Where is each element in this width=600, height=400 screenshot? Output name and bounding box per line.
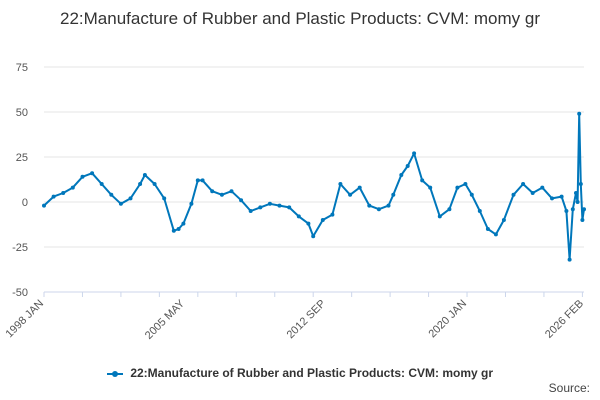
data-point — [128, 196, 133, 201]
data-point — [311, 234, 316, 239]
data-point — [570, 207, 575, 212]
data-point — [580, 218, 585, 222]
data-point — [258, 205, 263, 210]
legend-label[interactable]: 22:Manufacture of Rubber and Plastic Pro… — [130, 366, 494, 380]
data-point — [42, 203, 46, 208]
data-point — [99, 182, 104, 186]
data-point — [152, 182, 157, 186]
data-point — [330, 212, 335, 217]
data-point — [248, 209, 253, 213]
data-point — [399, 173, 404, 177]
y-tick-label: 25 — [16, 152, 28, 164]
data-point — [320, 218, 325, 222]
data-point — [564, 209, 569, 213]
data-point — [229, 189, 234, 194]
data-point — [200, 178, 205, 183]
data-point — [485, 227, 490, 231]
data-point — [412, 151, 417, 156]
data-point — [239, 198, 244, 203]
data-point — [575, 200, 580, 204]
data-point — [171, 228, 176, 233]
data-point — [540, 185, 545, 190]
data-point — [118, 201, 123, 206]
data-point — [348, 192, 353, 197]
data-point — [138, 182, 143, 186]
data-point — [376, 207, 381, 212]
data-point — [162, 196, 167, 201]
data-point — [391, 192, 396, 197]
x-tick-label: 2012 SEP — [285, 298, 329, 342]
data-point — [90, 171, 95, 176]
legend[interactable]: 22:Manufacture of Rubber and Plastic Pro… — [0, 365, 600, 381]
data-point — [80, 174, 85, 179]
data-point — [357, 185, 362, 190]
data-point — [405, 164, 410, 168]
x-tick-label: 2005 MAY — [143, 297, 188, 342]
chart-title: 22:Manufacture of Rubber and Plastic Pro… — [60, 9, 540, 28]
data-point — [210, 189, 215, 194]
data-point — [277, 203, 282, 208]
data-point — [338, 182, 343, 186]
data-point — [142, 173, 147, 177]
data-point — [306, 221, 311, 226]
data-point — [267, 201, 272, 206]
data-point — [176, 227, 181, 231]
data-point — [219, 192, 224, 197]
data-point — [51, 194, 56, 199]
data-point — [463, 182, 468, 186]
data-point — [181, 221, 186, 226]
data-point — [189, 201, 194, 206]
data-point — [567, 257, 572, 262]
data-point — [428, 185, 433, 190]
y-tick-label: -50 — [12, 287, 28, 299]
data-point — [511, 192, 516, 197]
data-point — [577, 111, 582, 116]
data-point — [493, 232, 498, 237]
data-point — [437, 214, 442, 219]
data-point — [386, 203, 391, 208]
data-point — [521, 182, 526, 186]
data-point — [195, 178, 200, 183]
data-point — [420, 178, 425, 183]
data-point — [578, 182, 583, 186]
data-point — [501, 218, 506, 222]
data-point — [70, 185, 75, 190]
data-point — [455, 185, 460, 190]
data-point — [582, 207, 586, 212]
data-point — [550, 196, 554, 201]
source-label: Source: — [548, 381, 590, 395]
data-point — [367, 203, 372, 208]
y-tick-label: 75 — [16, 62, 28, 74]
data-point — [559, 194, 564, 199]
data-point — [296, 214, 301, 219]
y-tick-label: 50 — [16, 107, 28, 119]
x-tick-label: 2026 FEB — [543, 298, 586, 341]
data-point — [477, 209, 482, 213]
data-point — [530, 191, 535, 195]
x-tick-label: 1998 JAN — [3, 298, 46, 341]
legend-series-icon — [106, 370, 123, 377]
data-point — [287, 205, 292, 210]
series-line — [43, 112, 585, 261]
data-point — [447, 207, 452, 212]
y-tick-label: -25 — [12, 242, 28, 254]
data-point — [469, 192, 474, 197]
data-point — [109, 192, 114, 197]
y-tick-label: 0 — [22, 197, 28, 209]
data-point — [574, 191, 578, 195]
data-point — [61, 191, 66, 195]
x-tick-label: 2020 JAN — [427, 298, 470, 341]
